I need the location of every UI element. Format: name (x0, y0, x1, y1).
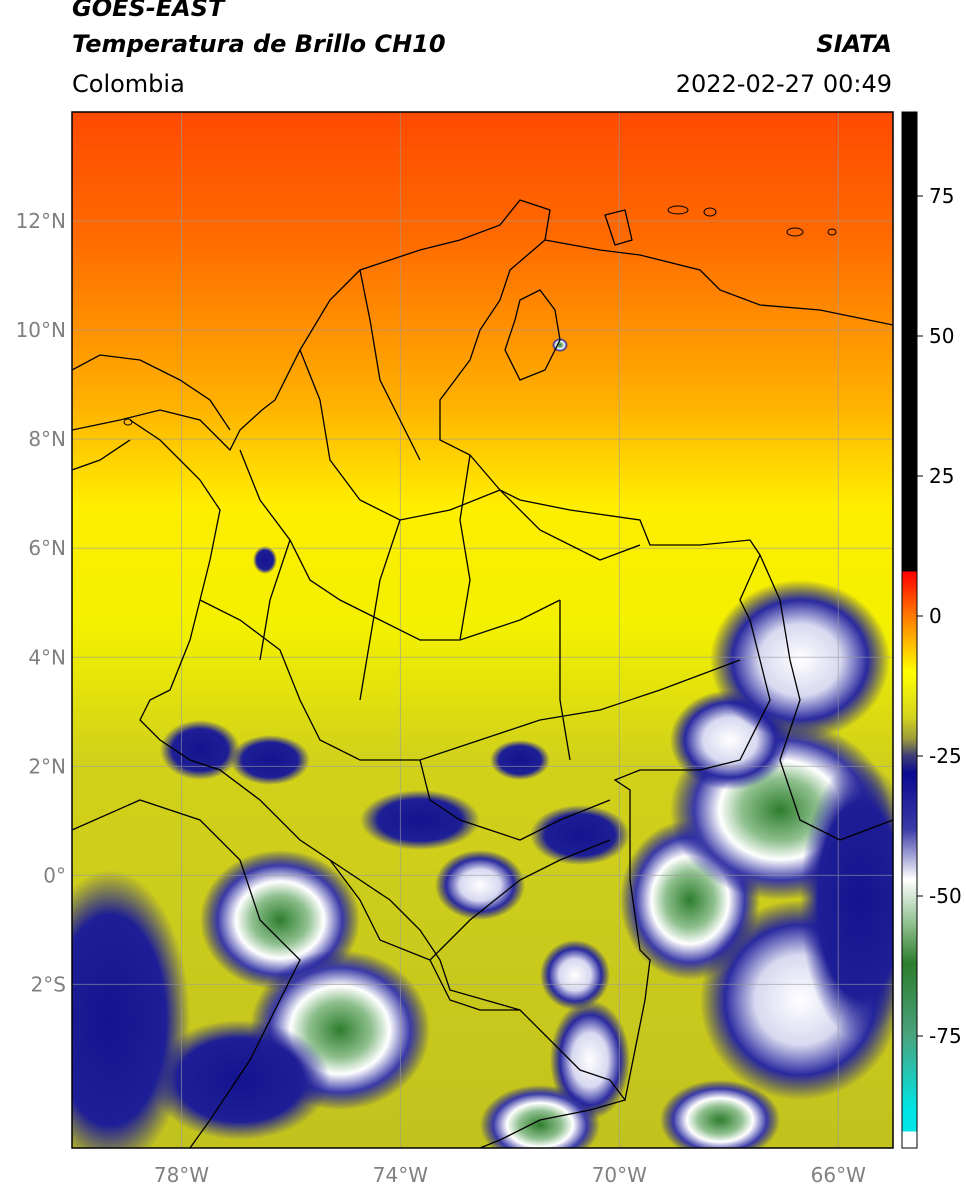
lon-tick-label: 74°W (373, 1163, 428, 1187)
lon-tick-label: 70°W (592, 1163, 647, 1187)
lat-tick-label: 2°S (31, 972, 66, 996)
map-area (72, 112, 893, 1148)
lat-tick-label: 12°N (16, 209, 66, 233)
graticule (72, 112, 893, 1148)
lat-tick-label: 10°N (16, 318, 66, 342)
lat-tick-label: 2°N (28, 754, 66, 778)
colorbar-frame (901, 111, 918, 1149)
cloud-overlay (72, 338, 893, 1148)
longitude-labels: 78°W 74°W 70°W 66°W (154, 1163, 866, 1187)
colorbar: 75 50 25 0 -25 -50 -75 (901, 111, 962, 1149)
colorbar-tick-label: -50 (929, 884, 962, 908)
colorbar-tick-label: 75 (929, 184, 954, 208)
region-label: Colombia (72, 70, 185, 98)
political-borders (72, 199, 893, 1148)
colorbar-tick-label: 0 (929, 604, 942, 628)
lat-tick-label: 6°N (28, 536, 66, 560)
lat-tick-label: 4°N (28, 645, 66, 669)
title-main: GOES-EAST (72, 0, 225, 22)
timestamp-label: 2022-02-27 00:49 (675, 70, 892, 98)
colorbar-tick-label: -25 (929, 744, 962, 768)
org-label: SIATA (816, 30, 892, 58)
title-sub: Temperatura de Brillo CH10 (72, 30, 446, 58)
latitude-labels: 12°N 10°N 8°N 6°N 4°N 2°N 0° 2°S (16, 209, 66, 996)
colorbar-tick-label: -75 (929, 1024, 962, 1048)
islands (123, 205, 837, 426)
lon-tick-label: 78°W (154, 1163, 209, 1187)
lat-tick-label: 0° (43, 863, 66, 887)
colorbar-tick-label: 25 (929, 464, 954, 488)
colorbar-scale (902, 112, 917, 1148)
map-frame (71, 111, 894, 1149)
colorbar-tick-label: 50 (929, 324, 954, 348)
lat-tick-label: 8°N (28, 427, 66, 451)
lon-tick-label: 66°W (811, 1163, 866, 1187)
